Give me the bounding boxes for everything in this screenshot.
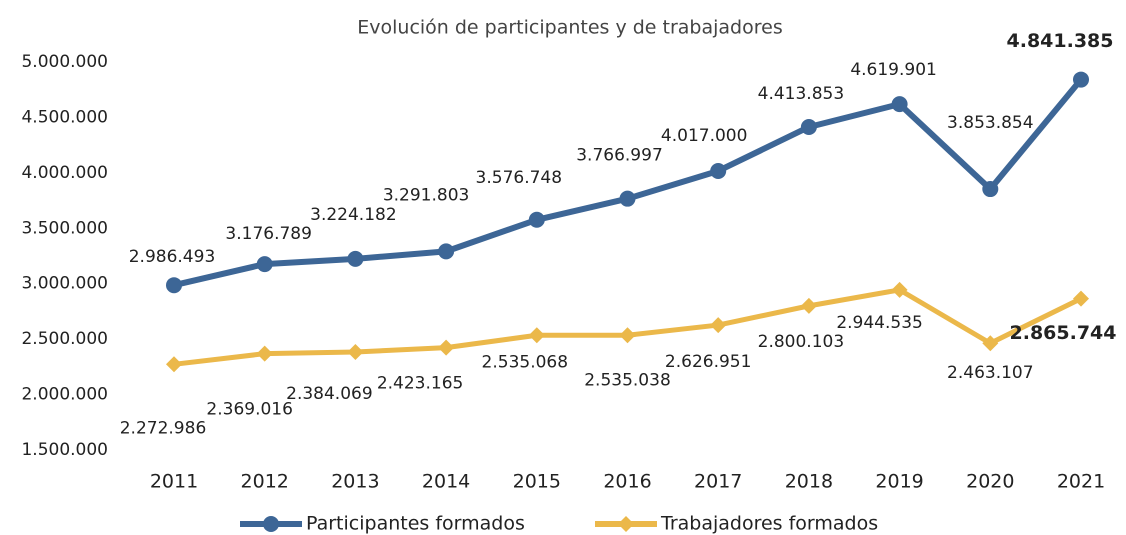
- point: [256, 256, 273, 273]
- point: [438, 243, 455, 260]
- x-tick-label: 2016: [603, 471, 651, 493]
- point: [800, 297, 817, 314]
- point: [982, 181, 999, 198]
- data-label: 2.384.069: [286, 384, 373, 404]
- point: [710, 162, 727, 179]
- data-label: 4.413.853: [758, 84, 845, 104]
- x-tick-label: 2021: [1057, 471, 1105, 493]
- legend-label: Trabajadores formados: [660, 513, 878, 535]
- point: [256, 345, 273, 362]
- point: [1073, 71, 1089, 88]
- data-label: 2.535.068: [482, 352, 569, 372]
- x-tick-label: 2012: [241, 471, 289, 493]
- data-label: 3.224.182: [310, 205, 397, 225]
- y-tick-label: 1.500.000: [21, 440, 108, 460]
- data-label: 2.944.535: [836, 313, 923, 333]
- point: [982, 335, 999, 352]
- data-label: 3.853.854: [947, 113, 1034, 133]
- series-line: [173, 287, 1083, 367]
- point: [891, 281, 908, 298]
- series-line: [173, 77, 1084, 289]
- y-tick-label: 2.000.000: [21, 385, 108, 405]
- data-label: 4.841.385: [1007, 30, 1114, 52]
- point: [263, 516, 279, 532]
- data-label: 2.423.165: [377, 374, 464, 394]
- x-tick-label: 2017: [694, 471, 742, 493]
- point: [619, 327, 636, 344]
- data-label: 2.463.107: [947, 363, 1034, 383]
- data-label: 4.619.901: [850, 60, 937, 80]
- x-tick-label: 2015: [513, 471, 561, 493]
- point: [438, 339, 455, 356]
- data-label: 3.176.789: [225, 224, 312, 244]
- data-label: 2.535.038: [584, 370, 671, 390]
- point: [528, 211, 545, 228]
- x-tick-label: 2018: [785, 471, 833, 493]
- point: [619, 190, 636, 207]
- chart-title: Evolución de participantes y de trabajad…: [357, 17, 782, 39]
- data-label: 2.800.103: [758, 332, 845, 352]
- point: [347, 343, 364, 360]
- y-tick-label: 3.000.000: [21, 274, 108, 294]
- point: [618, 516, 634, 532]
- data-label: 3.576.748: [476, 168, 563, 188]
- data-label: 3.291.803: [383, 185, 470, 205]
- x-tick-label: 2013: [331, 471, 379, 493]
- y-tick-label: 4.500.000: [21, 107, 108, 127]
- data-label: 2.986.493: [129, 247, 216, 267]
- x-tick-label: 2020: [966, 471, 1014, 493]
- legend-label: Participantes formados: [306, 513, 525, 535]
- data-label: 2.865.744: [1010, 322, 1117, 344]
- point: [166, 356, 182, 373]
- data-label: 3.766.997: [576, 146, 663, 166]
- point: [800, 118, 817, 135]
- point: [710, 317, 727, 334]
- x-tick-label: 2019: [875, 471, 923, 493]
- data-label: 2.626.951: [665, 352, 752, 372]
- y-tick-label: 3.500.000: [21, 218, 108, 238]
- data-label: 2.369.016: [206, 400, 293, 420]
- data-label: 2.272.986: [120, 418, 207, 438]
- y-tick-label: 5.000.000: [21, 52, 108, 72]
- point: [347, 250, 364, 267]
- y-tick-label: 2.500.000: [21, 329, 108, 349]
- point: [166, 277, 182, 294]
- data-label: 4.017.000: [661, 126, 748, 146]
- point: [891, 96, 908, 113]
- point: [1073, 290, 1089, 307]
- x-tick-label: 2011: [150, 471, 198, 493]
- point: [528, 327, 545, 344]
- y-tick-label: 4.000.000: [21, 163, 108, 183]
- x-tick-label: 2014: [422, 471, 470, 493]
